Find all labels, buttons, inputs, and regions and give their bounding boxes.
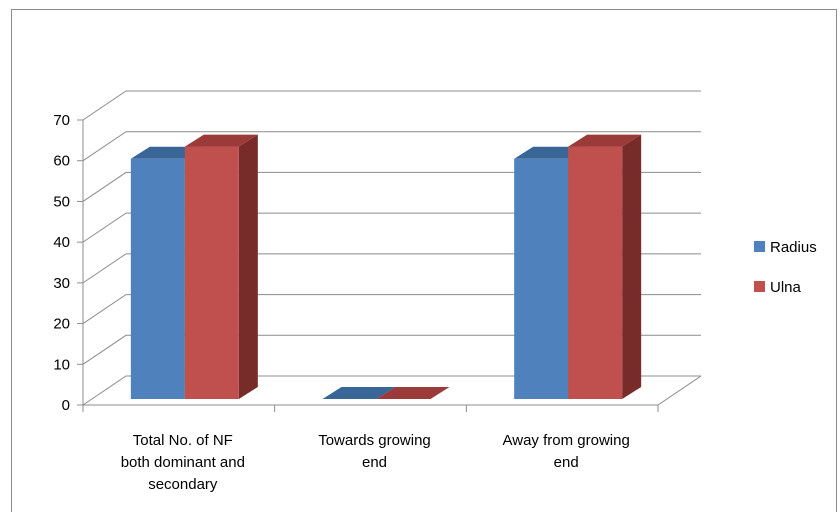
x-axis-tick-labels: Total No. of NF both dominant and secondar… xyxy=(121,432,630,493)
y-tick-label: 70 xyxy=(53,112,70,129)
bars xyxy=(130,134,642,400)
y-tick-label: 60 xyxy=(53,153,70,170)
y-tick-label: 30 xyxy=(53,275,70,292)
bar-front xyxy=(568,146,623,399)
bar-ulna-0 xyxy=(184,134,258,400)
bar-top xyxy=(184,134,258,147)
gridline xyxy=(82,212,701,243)
legend-label: Ulna xyxy=(770,279,802,296)
x-tick-label-line: both dominant and xyxy=(121,454,245,471)
legend: Radius Ulna xyxy=(754,239,817,296)
bar-top xyxy=(376,387,450,399)
bar-radius-1 xyxy=(322,387,396,399)
legend-label: Radius xyxy=(770,239,817,256)
gridline xyxy=(82,253,701,284)
bar-ulna-2 xyxy=(568,134,642,400)
chart-frame xyxy=(11,9,837,512)
x-tick-label-line: Away from growing xyxy=(503,432,630,449)
x-tick-label-line: Towards growing xyxy=(318,432,431,449)
gridlines xyxy=(82,90,701,406)
gridline xyxy=(82,90,701,121)
y-tick-label: 10 xyxy=(53,356,70,373)
x-tick-label-line: Total No. of NF xyxy=(133,432,233,449)
bar-front xyxy=(514,158,569,399)
axes xyxy=(77,119,702,412)
legend-swatch xyxy=(754,241,765,252)
y-axis-tick-labels: 0 10 20 30 40 50 60 70 xyxy=(53,112,70,414)
y-tick-label: 0 xyxy=(62,397,70,414)
y-tick-label: 20 xyxy=(53,316,70,333)
gridline xyxy=(82,334,701,365)
x-tick-label: Total No. of NF both dominant and secondar… xyxy=(121,432,245,493)
gridline xyxy=(82,171,701,202)
x-tick-label-line: end xyxy=(554,454,579,471)
x-tick-label: Towards growing end xyxy=(318,432,431,471)
bar-side xyxy=(238,134,258,400)
gridline xyxy=(82,294,701,324)
legend-item-ulna: Ulna xyxy=(754,279,802,296)
gridline xyxy=(82,375,701,406)
legend-item-radius: Radius xyxy=(754,239,817,256)
bar-top xyxy=(568,134,642,147)
bar-front xyxy=(184,146,239,399)
bar-side xyxy=(622,134,642,400)
bar-top xyxy=(322,387,396,399)
x-tick-label: Away from growing end xyxy=(503,432,630,471)
bar-front xyxy=(130,158,185,399)
y-tick-label: 40 xyxy=(53,234,70,251)
x-tick-label-line: end xyxy=(362,454,387,471)
legend-swatch xyxy=(754,281,765,292)
gridline xyxy=(82,131,701,162)
bar-ulna-1 xyxy=(376,387,450,399)
x-tick-label-line: secondary xyxy=(148,476,218,493)
y-tick-label: 50 xyxy=(53,193,70,210)
